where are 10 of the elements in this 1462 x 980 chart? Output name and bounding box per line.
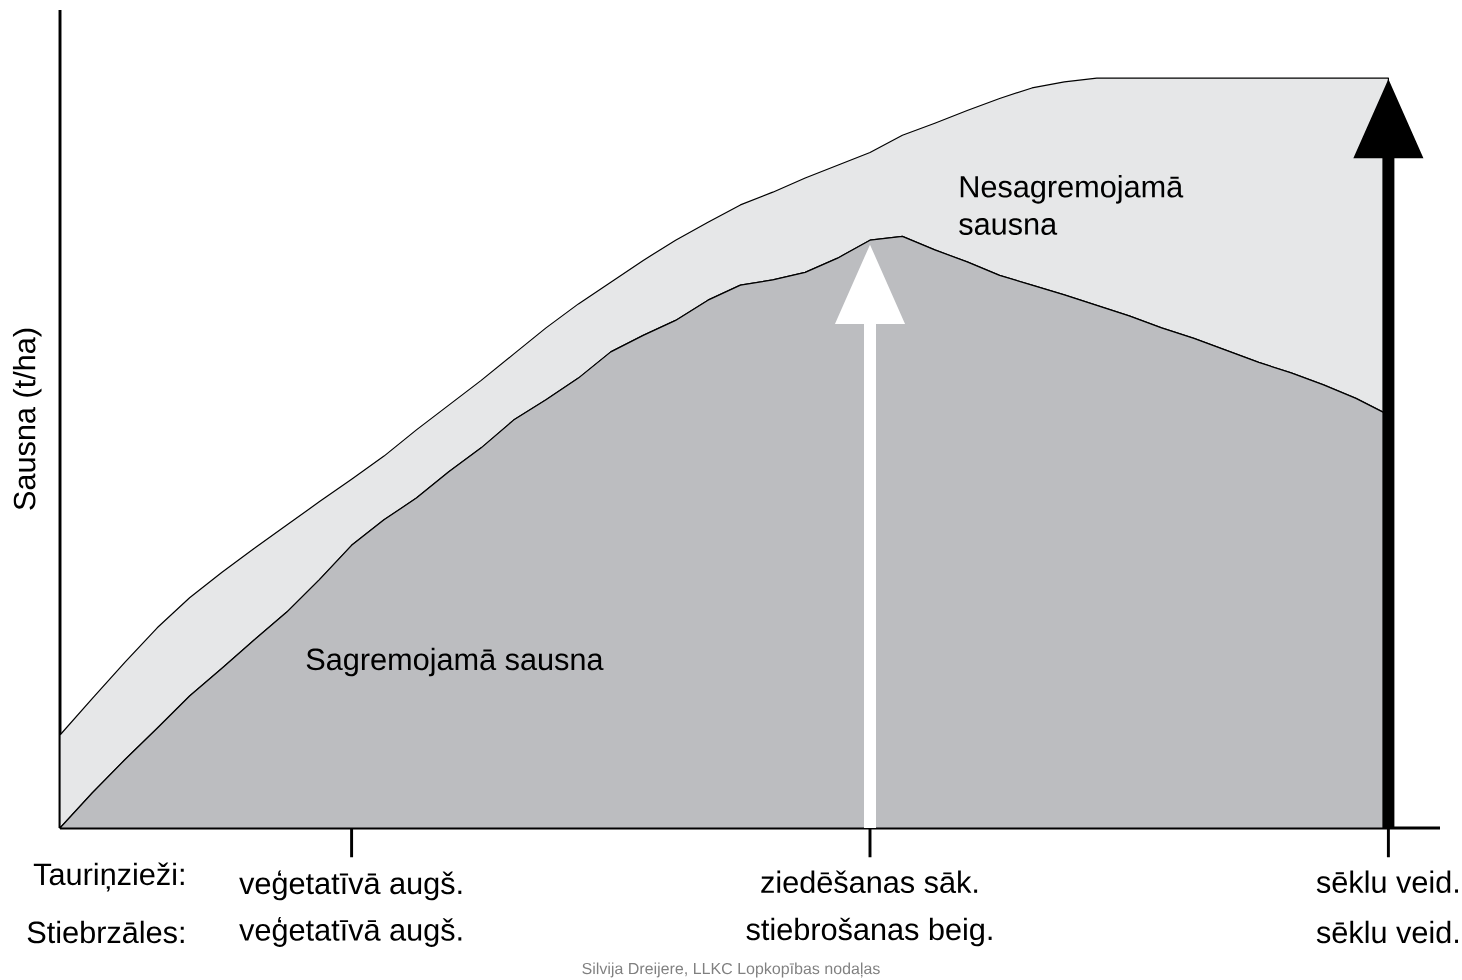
- series-label: Sagremojamā sausna: [306, 647, 604, 677]
- text: Silvija Dreijere, LLKC Lopkopības nodaļas: [582, 962, 880, 978]
- x-tick-label: ziedēšanas sāk.: [761, 870, 978, 894]
- text: sēklu veid.: [1316, 870, 1458, 893]
- text: veģetatīvā augš.: [239, 870, 462, 901]
- y-axis-title: Sausna (t/ha): [12, 328, 42, 510]
- series-label: Nesagremojamā sausna: [959, 175, 1184, 235]
- text: stiebrošanas beig.: [746, 917, 992, 947]
- text: Tauriņzieži:: [33, 862, 184, 892]
- text: Stiebrzāles:: [27, 920, 184, 944]
